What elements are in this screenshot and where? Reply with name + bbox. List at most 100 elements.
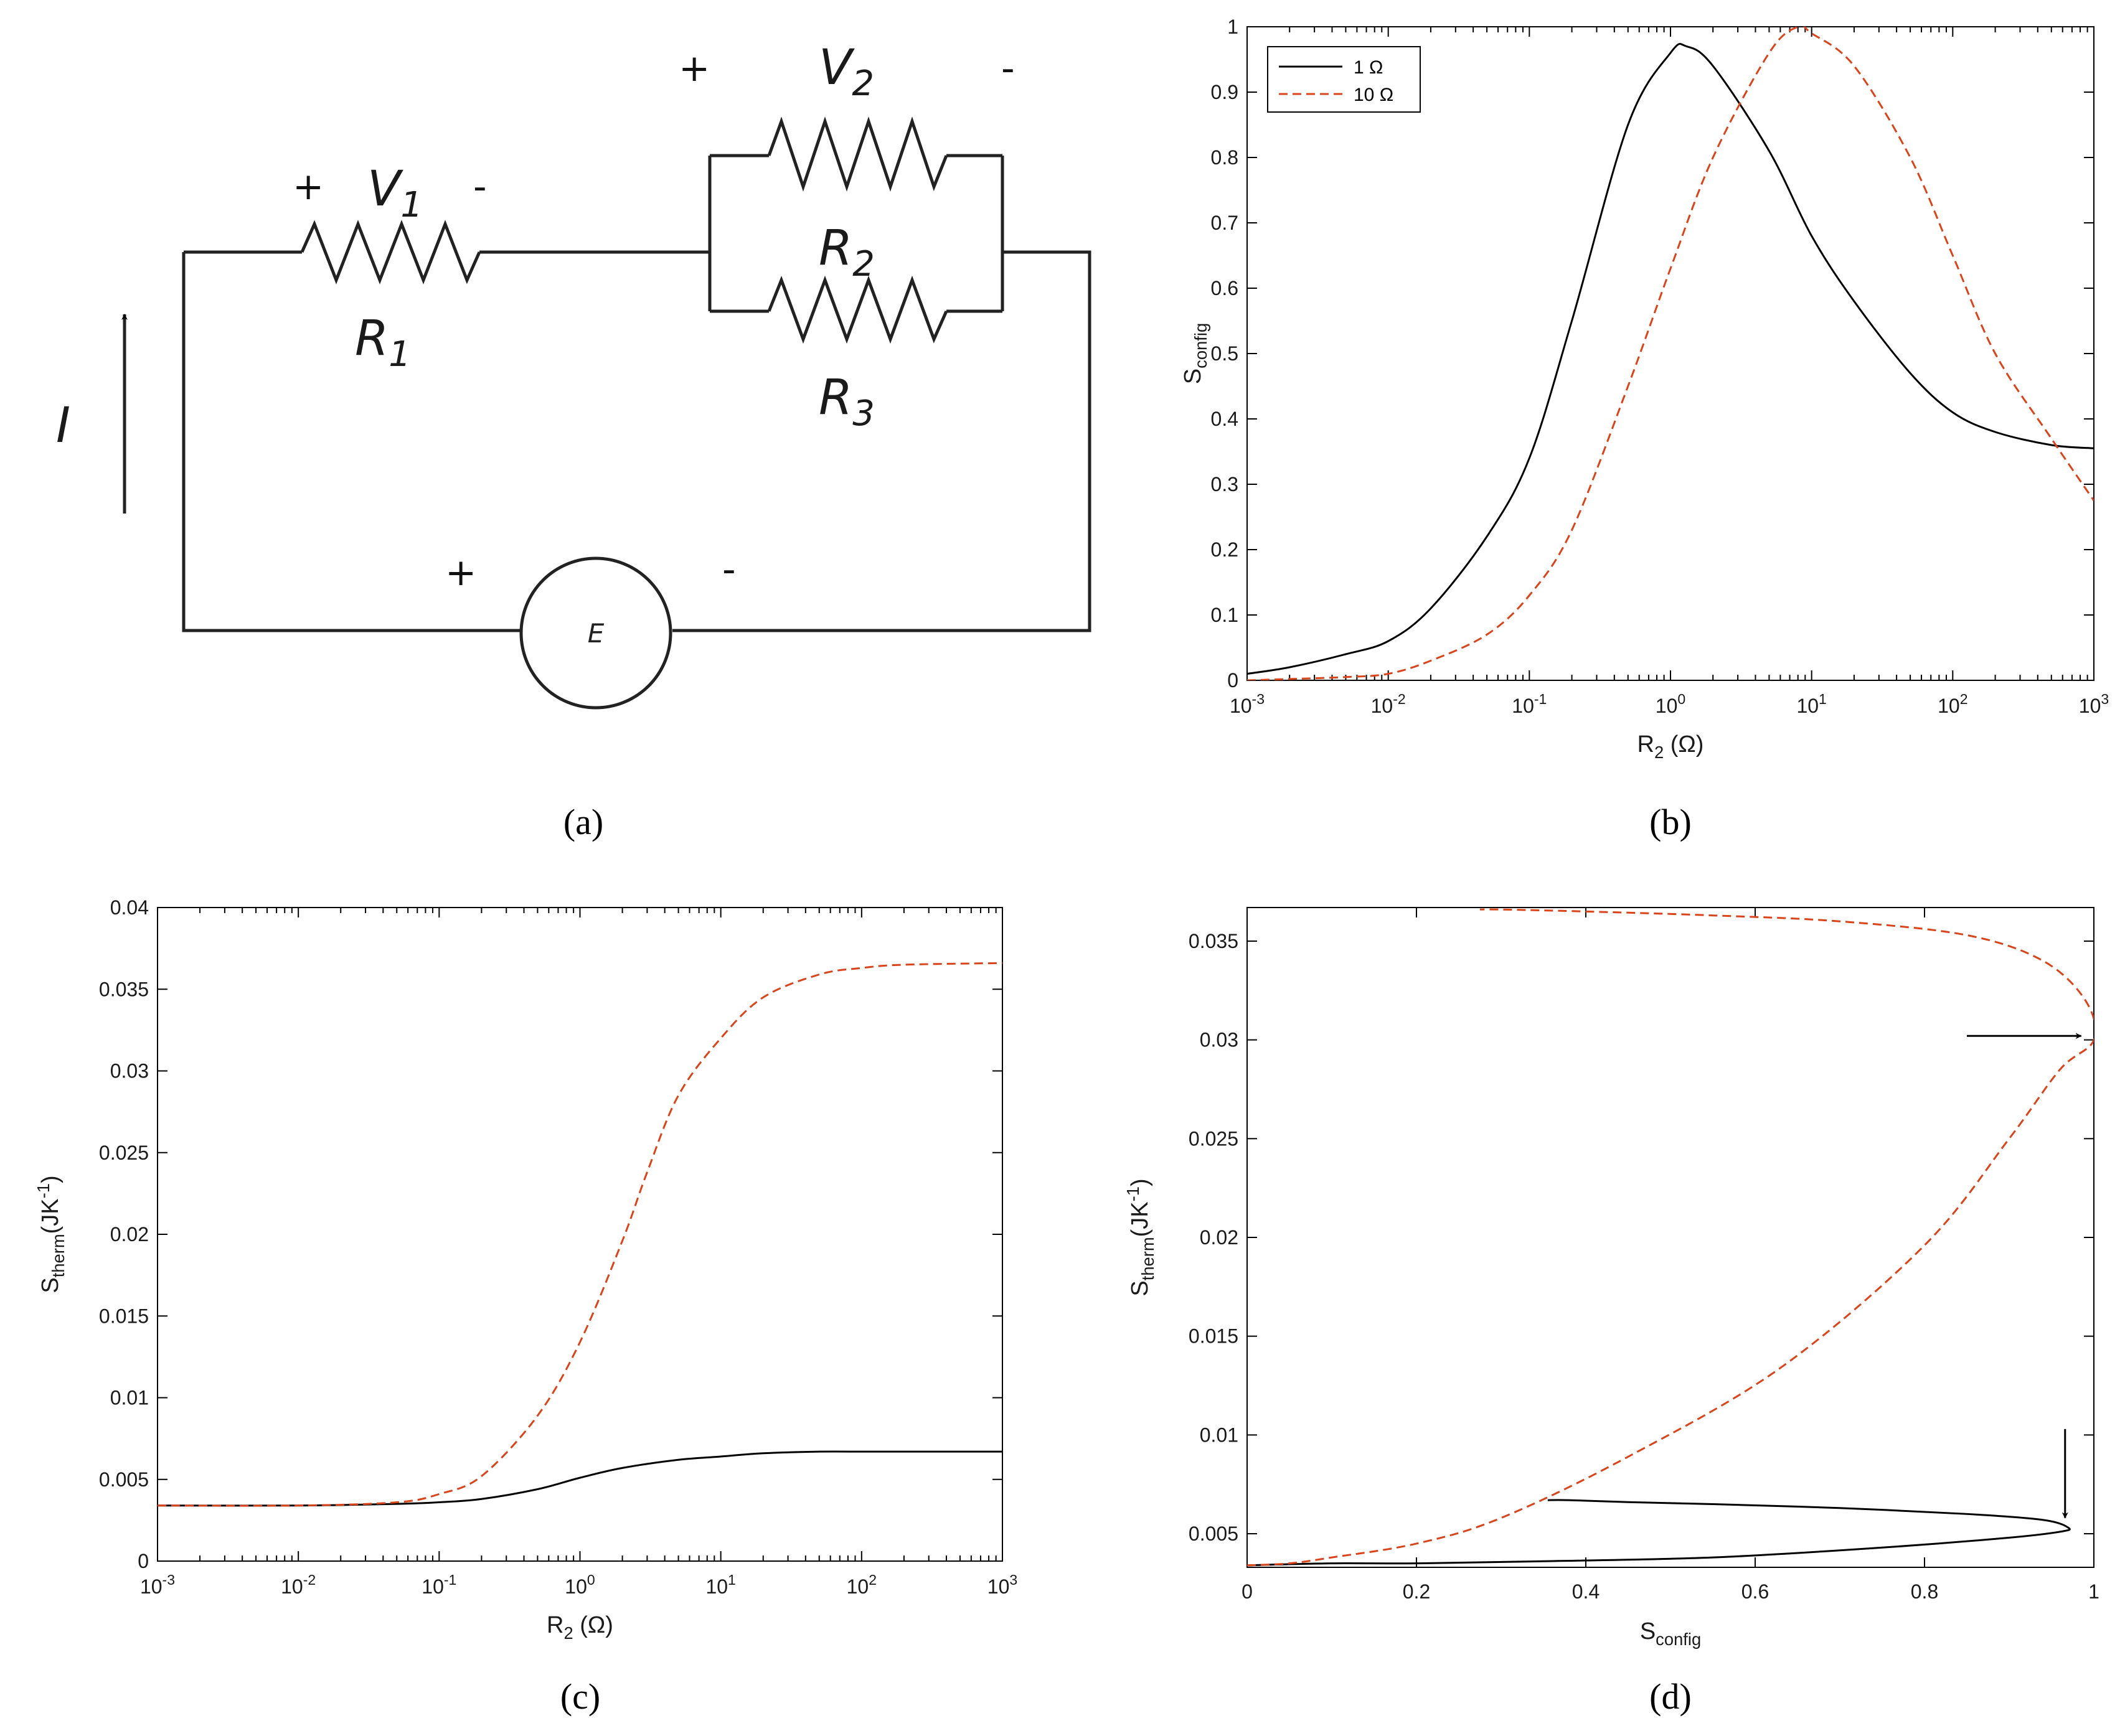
legend-entry-label: 1 Ω — [1354, 57, 1383, 78]
y-axis-label-part: S — [1127, 1280, 1153, 1296]
x-axis-label-part: R — [1637, 731, 1654, 758]
x-tick-label-part: 0.4 — [1572, 1580, 1600, 1603]
x-tick-label-part: 3 — [1009, 1572, 1017, 1588]
x-tick-label-part: 10 — [2079, 695, 2101, 717]
panel-label: (b) — [1649, 802, 1692, 842]
y-tick-label-part: 0.03 — [110, 1060, 149, 1082]
y-tick-label: 0.03 — [110, 1060, 149, 1082]
v1-minus-sign: - — [473, 165, 487, 209]
x-tick-label: 10-2 — [1371, 691, 1406, 717]
y-axis-label-part: (JK — [1127, 1201, 1153, 1237]
x-tick-label: 0.8 — [1911, 1580, 1938, 1603]
x-tick-label: 102 — [847, 1572, 877, 1598]
x-axis-label-part: S — [1640, 1618, 1656, 1645]
x-tick-label-part: 10 — [422, 1575, 444, 1598]
x-axis-label: R2 (Ω) — [1637, 731, 1704, 762]
x-tick-label-part: -1 — [1534, 691, 1547, 707]
r1-label: R1 — [355, 311, 411, 375]
x-tick-label: 10-3 — [140, 1572, 175, 1598]
y-tick-label-part: 0.9 — [1211, 81, 1238, 103]
y-axis-label-part: -1 — [34, 1183, 53, 1198]
y-tick-label: 0.035 — [99, 978, 149, 1000]
series-line-1ohm — [1247, 1499, 2071, 1567]
y-tick-label-part: 0.035 — [99, 978, 149, 1000]
series-line-10ohm — [1247, 27, 2094, 680]
x-tick-label-part: -3 — [163, 1572, 175, 1588]
y-axis-label-part: therm — [49, 1234, 68, 1277]
v1-label: V1 — [367, 161, 423, 225]
x-tick-label: 100 — [1656, 691, 1685, 717]
legend-entry-label-part: 10 Ω — [1354, 85, 1393, 105]
x-tick-label-part: 2 — [869, 1572, 877, 1588]
r2-label: R2 — [819, 220, 875, 284]
resistor-r2 — [767, 116, 948, 192]
y-tick-label: 0.025 — [1189, 1127, 1238, 1150]
y-tick-label: 0.035 — [1189, 930, 1238, 952]
x-tick-label-part: -2 — [1393, 691, 1405, 707]
y-tick-label: 0.01 — [1200, 1424, 1238, 1446]
x-tick-label-part: 10 — [987, 1575, 1010, 1598]
y-tick-label-part: 0.005 — [1189, 1523, 1238, 1545]
y-tick-label-part: 0.01 — [110, 1387, 149, 1409]
x-tick-label-part: -3 — [1252, 691, 1265, 707]
v1-plus-sign: + — [293, 165, 324, 209]
resistor-r3 — [767, 275, 948, 344]
circuit-diagram: + - V1 + - V2 R1 R2 R3 I + - E (a) — [56, 40, 1091, 842]
y-tick-label-part: 0.1 — [1211, 604, 1238, 626]
source-plus-sign: + — [445, 551, 476, 594]
y-tick-label: 0.8 — [1211, 146, 1238, 169]
x-tick-label-part: 10 — [1230, 695, 1252, 717]
x-tick-label: 102 — [1938, 691, 1967, 717]
x-tick-label: 0.6 — [1741, 1580, 1769, 1603]
x-tick-label-part: 0 — [1242, 1580, 1253, 1603]
chart-panel-b: 10-3 10-2 10-1 100 101 102 10300.10.20.30.40.5… — [1180, 16, 2109, 842]
series-line-10ohm — [1247, 908, 2094, 1567]
x-tick-label-part: 1 — [2088, 1580, 2099, 1603]
x-tick-label: 0 — [1242, 1580, 1253, 1603]
panel-label-a: (a) — [563, 802, 603, 842]
y-axis-label: Stherm(JK-1) — [1123, 1178, 1157, 1296]
x-tick-label-part: 1 — [728, 1572, 736, 1588]
y-tick-label: 0.4 — [1211, 408, 1238, 430]
legend-box — [1267, 46, 1421, 113]
chart-panel-d: 0 0.2 0.4 0.6 0.8 1 0.005 0.01 0.015 0.02 0.025 0.0… — [1123, 907, 2099, 1717]
y-axis-label-part: therm — [1138, 1237, 1157, 1280]
y-tick-label-part: 0.03 — [1200, 1029, 1238, 1051]
x-axis-label-part: config — [1656, 1630, 1701, 1649]
x-tick-label: 101 — [705, 1572, 735, 1598]
y-axis-label-part: -1 — [1123, 1186, 1143, 1201]
x-tick-label-part: 10 — [140, 1575, 163, 1598]
x-tick-label: 101 — [1796, 691, 1826, 717]
y-axis-label-part: S — [1180, 368, 1206, 384]
x-tick-label-part: 0.6 — [1741, 1580, 1769, 1603]
legend-entry-label-part: 1 Ω — [1354, 57, 1383, 78]
y-tick-label: 0.02 — [1200, 1226, 1238, 1249]
y-axis-label: Stherm(JK-1) — [34, 1175, 68, 1293]
source-circle — [519, 556, 672, 710]
y-tick-label: 0.04 — [110, 896, 149, 919]
x-tick-label-part: -2 — [303, 1572, 316, 1588]
x-tick-label: 10-3 — [1230, 691, 1265, 717]
plot-area-frame — [1246, 907, 2094, 1568]
x-tick-label: 10-2 — [281, 1572, 316, 1598]
chart-panel-c: 10-3 10-2 10-1 100 101 102 10300.0050.010.0150… — [34, 896, 1017, 1717]
y-tick-label: 0.3 — [1211, 473, 1238, 495]
x-tick-label-part: 0.8 — [1911, 1580, 1938, 1603]
y-tick-label-part: 0.025 — [99, 1142, 149, 1164]
y-tick-label: 0.02 — [110, 1223, 149, 1246]
panel-label: (d) — [1649, 1676, 1692, 1717]
x-tick-label: 103 — [2079, 691, 2109, 717]
x-tick-label-part: 10 — [565, 1575, 587, 1598]
x-axis-label-part: (Ω) — [1664, 731, 1703, 758]
plot-area-frame — [157, 907, 1003, 1562]
x-tick-label-part: 10 — [1371, 695, 1393, 717]
x-axis-label: Sconfig — [1640, 1618, 1701, 1649]
x-tick-label: 10-1 — [422, 1572, 456, 1598]
y-tick-label-part: 0.005 — [99, 1468, 149, 1491]
y-tick-label-part: 0.8 — [1211, 146, 1238, 169]
x-tick-label-part: 10 — [847, 1575, 869, 1598]
x-tick-label-part: 0 — [1677, 691, 1685, 707]
y-tick-label-part: 0.015 — [99, 1305, 149, 1327]
y-axis-label-part: ) — [37, 1175, 64, 1183]
